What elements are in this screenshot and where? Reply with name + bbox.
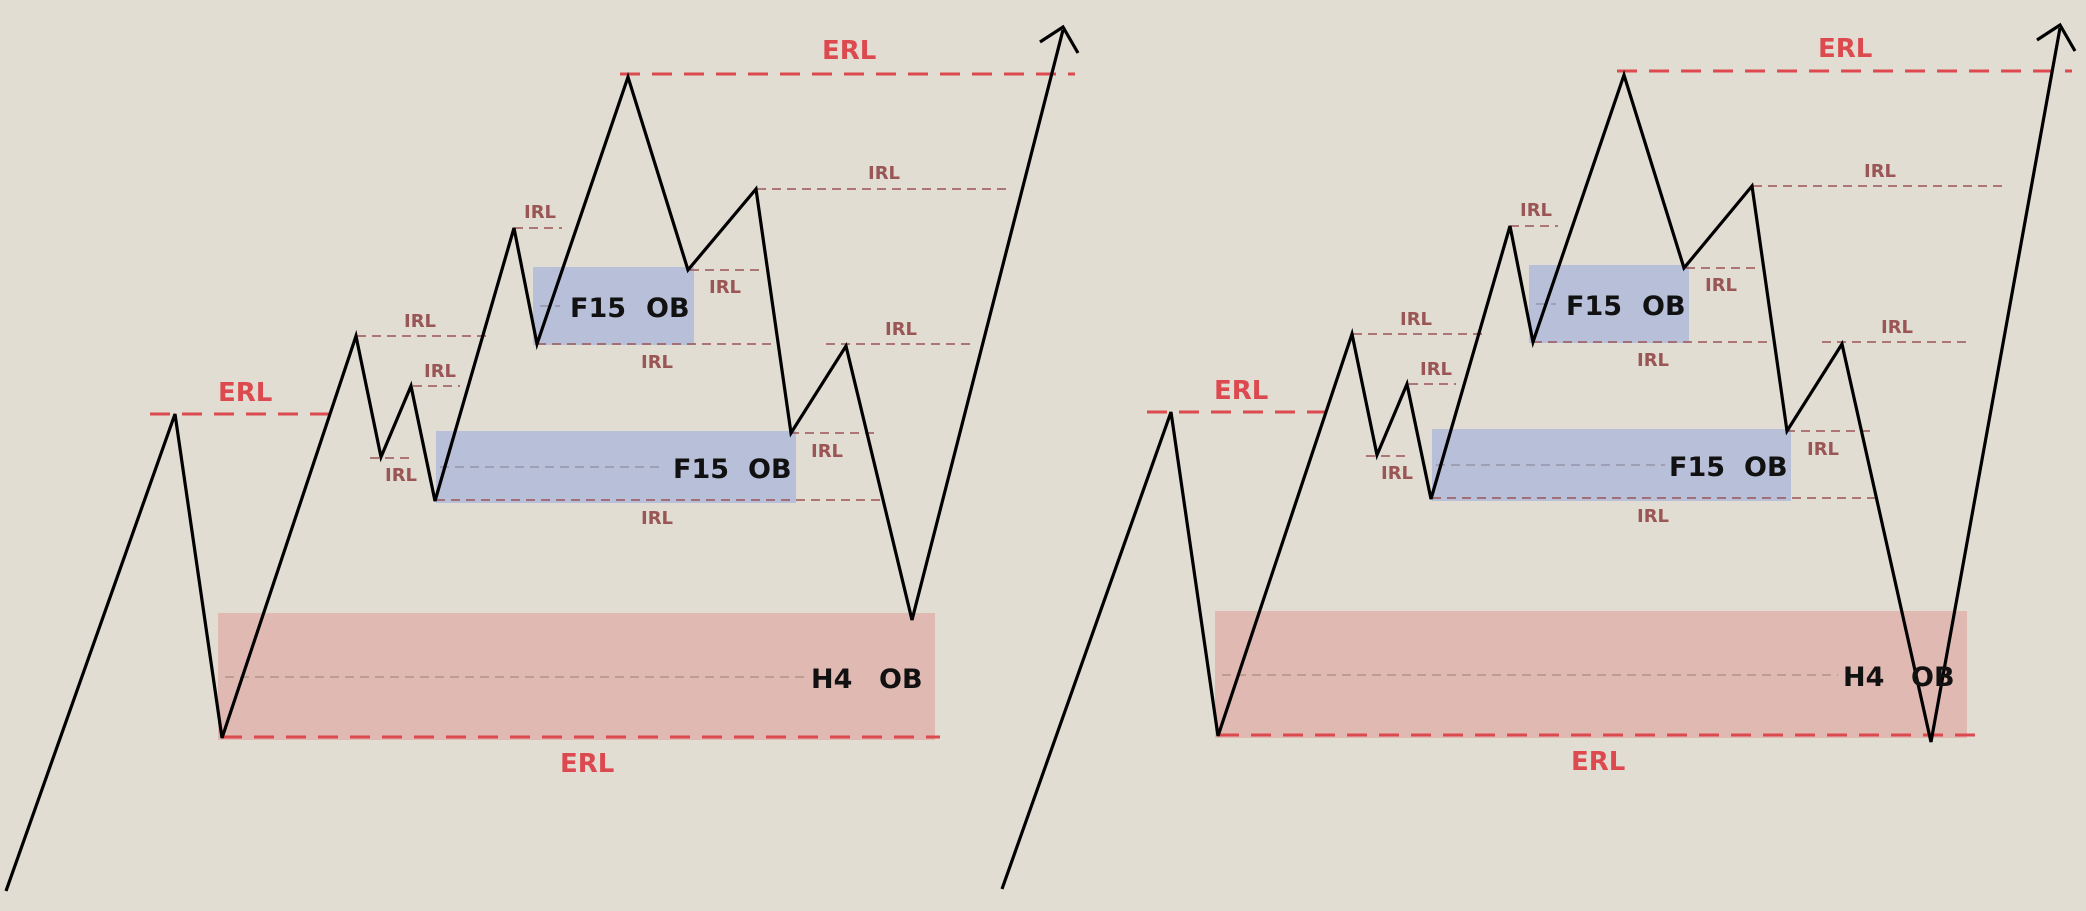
irl-levels: [1353, 185, 2007, 499]
price-path: [1000, 27, 2062, 890]
h4-label: H4: [1843, 662, 1884, 693]
irl-label: IRL: [641, 508, 673, 529]
ob-label-upper: OB: [1642, 291, 1686, 322]
price-path: [4, 29, 1065, 892]
irl-label: IRL: [1381, 463, 1413, 484]
irl-label: IRL: [1400, 309, 1432, 330]
left-panel: ERL ERL ERL IRL IRL IRL IRL IRL IRL IRL …: [4, 24, 1080, 892]
ob-label-h4: OB: [1911, 662, 1955, 693]
f15-label-upper: F15: [570, 293, 626, 324]
irl-label: IRL: [1864, 161, 1896, 182]
irl-label: IRL: [868, 163, 900, 184]
irl-label: IRL: [404, 311, 436, 332]
irl-label: IRL: [1807, 439, 1839, 460]
irl-label: IRL: [885, 319, 917, 340]
erl-label-mid: ERL: [218, 378, 272, 408]
ob-label-h4: OB: [879, 664, 923, 695]
ob-label-lower: OB: [748, 454, 792, 485]
right-panel: ERL ERL ERL IRL IRL IRL IRL IRL IRL IRL …: [1000, 22, 2077, 890]
irl-label: IRL: [811, 441, 843, 462]
irl-label: IRL: [1637, 350, 1669, 371]
ob-label-lower: OB: [1744, 452, 1788, 483]
f15-label-upper: F15: [1566, 291, 1622, 322]
arrow-head-icon: [1039, 24, 1080, 54]
irl-label: IRL: [1637, 506, 1669, 527]
f15-ob-zone-lower: [1432, 429, 1791, 501]
irl-label: IRL: [641, 352, 673, 373]
irl-label: IRL: [1705, 275, 1737, 296]
erl-label-mid: ERL: [1214, 376, 1268, 406]
irl-label: IRL: [709, 277, 741, 298]
f15-ob-zone-lower: [436, 431, 796, 503]
irl-label: IRL: [524, 202, 556, 223]
erl-label-bottom: ERL: [1571, 747, 1625, 777]
ob-label-upper: OB: [646, 293, 690, 324]
erl-label-top: ERL: [822, 36, 876, 66]
irl-levels: [357, 188, 1010, 501]
erl-label-bottom: ERL: [560, 749, 614, 779]
irl-label: IRL: [1420, 359, 1452, 380]
arrow-head-icon: [2036, 22, 2077, 52]
erl-label-top: ERL: [1818, 34, 1872, 64]
irl-label: IRL: [1881, 317, 1913, 338]
f15-label-lower: F15: [1669, 452, 1725, 483]
f15-label-lower: F15: [673, 454, 729, 485]
irl-label: IRL: [424, 361, 456, 382]
h4-label: H4: [811, 664, 852, 695]
irl-label: IRL: [385, 465, 417, 486]
irl-label: IRL: [1520, 200, 1552, 221]
